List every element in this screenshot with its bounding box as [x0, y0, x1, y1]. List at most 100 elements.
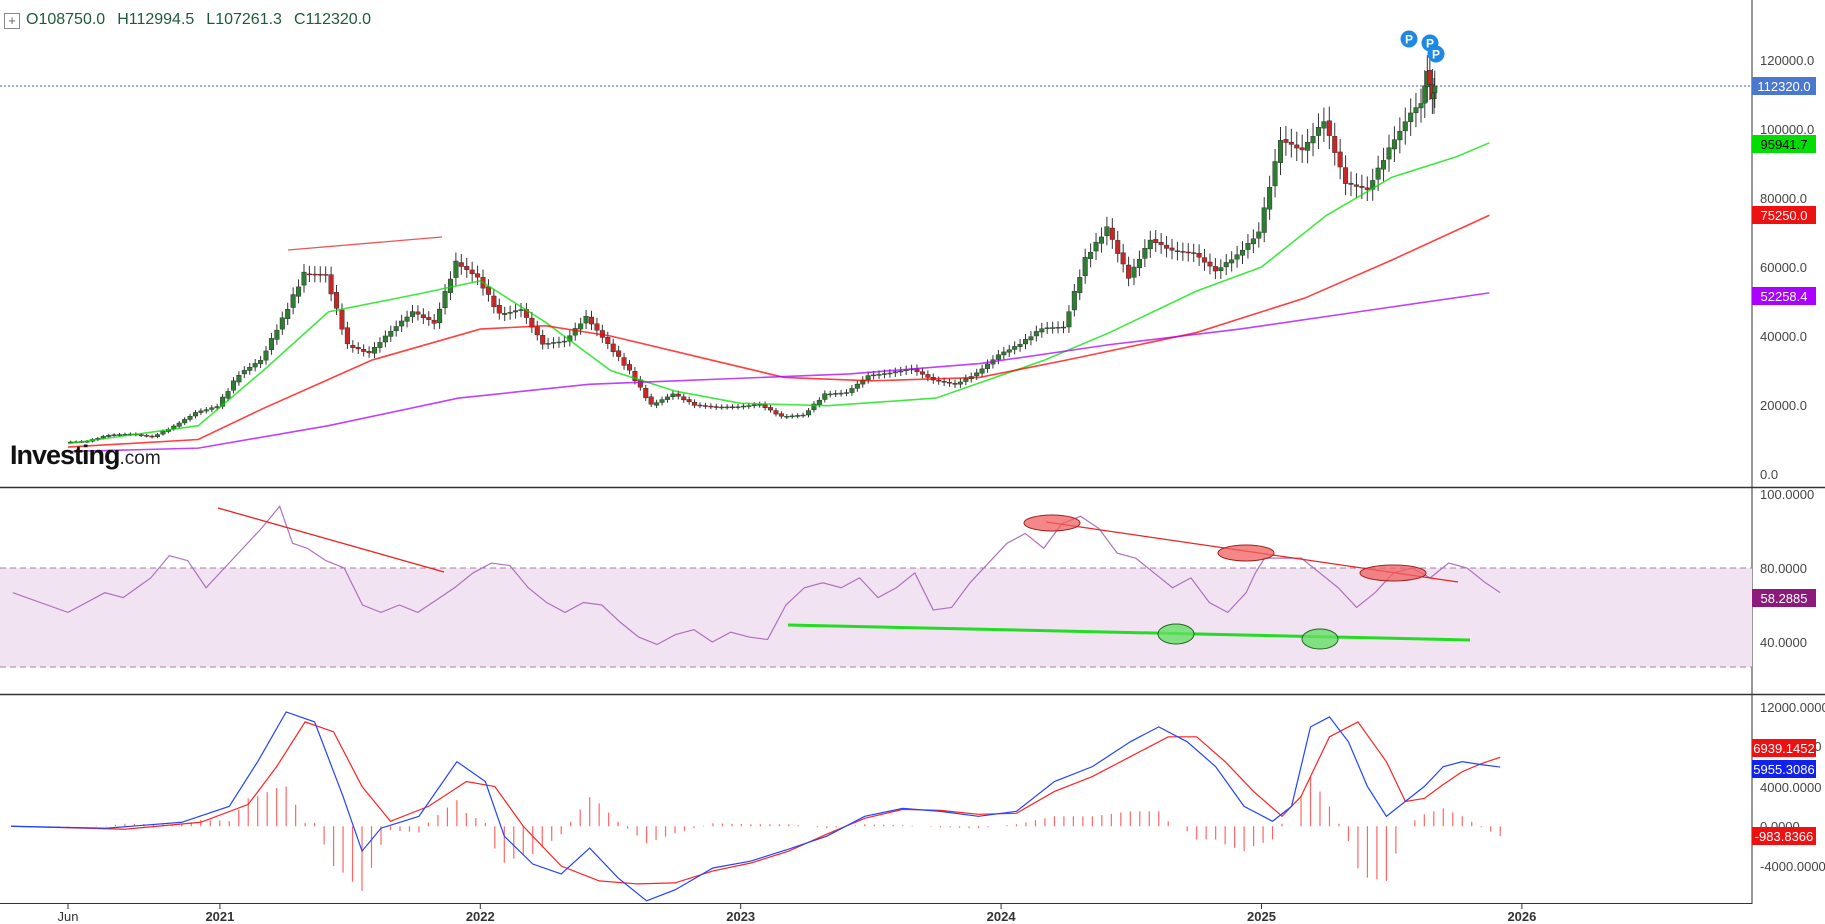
candle-body — [1245, 243, 1251, 250]
candle-body — [746, 405, 752, 407]
price-marker-label-bg — [1752, 77, 1816, 95]
rsi-line — [12, 505, 1501, 646]
candle-body — [507, 311, 513, 314]
candle-body — [344, 327, 350, 345]
candle-body — [1386, 147, 1392, 160]
candle-body — [925, 374, 931, 378]
price-y-tick: 20000.0 — [1760, 398, 1807, 413]
price-y-tick: 0.0 — [1760, 467, 1778, 482]
candle-body — [605, 337, 611, 344]
candle-body — [1408, 112, 1414, 123]
candle-body — [182, 419, 188, 424]
price-y-tick: 120000.0 — [1760, 53, 1814, 68]
candle-body — [1169, 247, 1175, 251]
candle-body — [974, 372, 980, 377]
candle-body — [138, 434, 144, 436]
candle-body — [995, 354, 1001, 360]
candle-body — [274, 329, 280, 340]
candle-body — [713, 406, 719, 408]
rsi-trough-ellipse — [1157, 623, 1195, 645]
candle-body — [1234, 254, 1240, 260]
candle-body — [301, 271, 307, 286]
candle-body — [795, 415, 801, 417]
macd-y-tick: -4000.0000 — [1760, 859, 1825, 874]
x-tick-label: 2025 — [1247, 909, 1276, 924]
macd-hist-label-bg — [1752, 827, 1816, 845]
candle-body — [1370, 180, 1376, 190]
price-y-tick: 100000.0 — [1760, 122, 1814, 137]
candle-body — [1196, 252, 1202, 258]
candle-body — [1261, 207, 1267, 233]
candle-body — [1060, 326, 1066, 329]
ohlc-open: O108750.0 — [26, 11, 106, 28]
candle-body — [1364, 187, 1370, 190]
candle-body — [1180, 251, 1186, 253]
candle-body — [952, 383, 958, 385]
candle-body — [1077, 277, 1083, 294]
candle-body — [751, 404, 757, 407]
sma-100-label: 75250.0 — [1761, 208, 1808, 223]
candle-body — [664, 396, 670, 400]
rsi-trough-ellipse — [1301, 628, 1339, 650]
candle-body — [355, 347, 361, 350]
candle-body — [1277, 140, 1283, 163]
candle-body — [773, 410, 779, 415]
candle-body — [1147, 239, 1153, 250]
macd-layer — [11, 711, 1501, 902]
candle-body — [366, 351, 372, 354]
sma-100-label-bg — [1752, 206, 1816, 224]
candle-body — [1028, 336, 1034, 341]
candle-body — [399, 320, 405, 327]
candle-body — [854, 383, 860, 389]
macd-y-tick: 4000.0000 — [1760, 780, 1821, 795]
candle-body — [985, 363, 991, 369]
rsi-y-tick: 100.0000 — [1760, 487, 1814, 502]
candle-body — [659, 399, 665, 403]
candle-body — [947, 382, 953, 384]
candle-body — [1332, 136, 1338, 153]
sma-100-line — [67, 214, 1490, 448]
candle-body — [1310, 136, 1316, 144]
rsi-y-tick: 40.0000 — [1760, 635, 1807, 650]
candle-body — [1066, 311, 1072, 328]
investing-logo: Investing.com — [10, 440, 161, 471]
candle-body — [1315, 127, 1321, 136]
candle-body — [1120, 252, 1126, 265]
candle-body — [198, 410, 204, 413]
ohlc-readout: + O108750.0 H112994.5 L107261.3 C112320.0 — [4, 11, 383, 29]
candle-body — [1202, 257, 1208, 263]
candle-body — [648, 396, 654, 405]
candle-body — [534, 326, 540, 336]
rsi-last-label-bg — [1752, 589, 1816, 607]
macd-signal-label-bg — [1752, 739, 1816, 757]
sma-200-label: 52258.4 — [1761, 289, 1808, 304]
sma-200-line — [67, 292, 1490, 453]
rsi-layer — [12, 505, 1501, 646]
candle-body — [415, 311, 421, 315]
rsi-band — [0, 568, 1752, 667]
expand-icon[interactable]: + — [4, 13, 20, 29]
candle-body — [827, 393, 833, 396]
x-tick-label: Jun — [58, 909, 79, 924]
candle-body — [496, 305, 502, 314]
candle-body — [1191, 252, 1197, 254]
macd-line-label: 5955.3086 — [1753, 762, 1814, 777]
candle-body — [203, 409, 209, 412]
candle-body — [447, 278, 453, 293]
candle-body — [220, 396, 226, 407]
candle-body — [675, 393, 681, 397]
candle-body — [1098, 236, 1104, 244]
candle-body — [1115, 240, 1121, 254]
macd-y-tick: 12000.0000 — [1760, 700, 1825, 715]
rsi-trendline-2021 — [217, 507, 445, 573]
candle-body — [822, 393, 828, 400]
ohlc-low: L107261.3 — [206, 11, 282, 28]
candle-body — [518, 309, 524, 311]
candle-body — [1006, 349, 1012, 353]
candle-body — [1359, 186, 1365, 188]
candle-body — [892, 371, 898, 374]
candle-body — [876, 374, 882, 376]
candle-body — [1093, 241, 1099, 252]
price-y-tick: 60000.0 — [1760, 260, 1807, 275]
candle-body — [296, 286, 302, 297]
